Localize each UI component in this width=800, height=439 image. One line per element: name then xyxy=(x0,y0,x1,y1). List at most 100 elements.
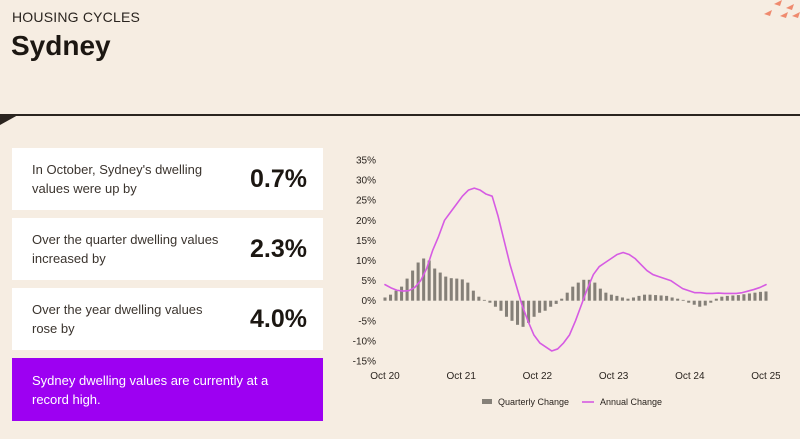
y-tick-label: 15% xyxy=(356,236,376,247)
quarterly-change-bar xyxy=(714,298,718,301)
legend-label-annual: Annual Change xyxy=(600,397,662,407)
quarterly-change-bar xyxy=(725,295,729,301)
quarterly-change-bar xyxy=(560,298,564,301)
housing-cycle-chart: 35% 30% 25% 20% 15% 10% 5% 0% -5% -10% -15% Oct 20 O… xyxy=(353,156,780,408)
quarterly-change-bar xyxy=(493,300,497,307)
stat-value-annual: 4.0% xyxy=(250,304,307,333)
quarterly-change-bar xyxy=(488,300,492,303)
quarterly-change-bar xyxy=(482,299,486,301)
quarterly-change-bar xyxy=(626,298,630,301)
quarterly-change-bar xyxy=(676,298,680,301)
stat-value-quarterly: 2.3% xyxy=(250,234,307,263)
quarterly-change-bar xyxy=(576,282,580,301)
quarterly-change-bar xyxy=(643,294,647,301)
quarterly-change-bar xyxy=(394,290,398,301)
quarterly-change-bar xyxy=(405,278,409,301)
quarterly-change-bar xyxy=(460,279,464,301)
y-tick-label: -10% xyxy=(353,336,376,347)
quarterly-change-bar xyxy=(659,295,663,301)
quarterly-change-bar xyxy=(510,300,514,321)
quarterly-change-bar xyxy=(477,296,481,301)
legend-label-quarterly: Quarterly Change xyxy=(498,397,569,407)
stat-card-annual: Over the year dwelling values rose by 4.… xyxy=(12,288,323,350)
quarterly-change-bar xyxy=(758,291,762,301)
quarterly-change-bar xyxy=(527,300,531,323)
quarterly-change-bar xyxy=(703,300,707,306)
quarterly-change-bar xyxy=(521,300,525,327)
quarterly-change-bar xyxy=(637,295,641,301)
quarterly-change-bar xyxy=(582,279,586,301)
quarterly-change-bar xyxy=(709,300,713,303)
y-tick-label: 10% xyxy=(356,256,376,267)
x-tick-label: Oct 24 xyxy=(675,371,705,382)
quarterly-change-bar xyxy=(615,295,619,301)
quarterly-change-bar xyxy=(742,294,746,301)
decorative-arrows-icon xyxy=(764,0,800,18)
quarterly-change-bar xyxy=(422,258,426,301)
quarterly-change-bar xyxy=(631,297,635,301)
quarterly-change-bar xyxy=(438,272,442,301)
y-tick-label: 0% xyxy=(362,296,377,307)
quarterly-change-bar xyxy=(499,300,503,311)
quarterly-change-bar xyxy=(687,300,691,303)
stat-text-quarterly: Over the quarter dwelling values increas… xyxy=(32,232,219,266)
quarterly-change-bar xyxy=(543,300,547,311)
quarterly-change-bar xyxy=(620,297,624,301)
quarterly-change-bar xyxy=(532,300,536,317)
quarterly-change-bar xyxy=(648,294,652,301)
quarterly-change-bar xyxy=(411,270,415,301)
quarterly-change-bar xyxy=(444,276,448,301)
quarterly-change-bar xyxy=(571,286,575,301)
quarterly-change-bar xyxy=(604,292,608,301)
divider xyxy=(0,114,800,116)
y-tick-label: 35% xyxy=(356,156,376,167)
quarterly-change-bar xyxy=(681,299,685,301)
stat-text-annual: Over the year dwelling values rose by xyxy=(32,302,203,336)
stat-card-quarterly: Over the quarter dwelling values increas… xyxy=(12,218,323,280)
section-kicker: HOUSING CYCLES xyxy=(12,9,141,25)
quarterly-change-bar xyxy=(427,260,431,301)
y-tick-label: -5% xyxy=(358,316,376,327)
quarterly-change-bar xyxy=(731,295,735,301)
page-title: Sydney xyxy=(11,30,111,61)
annual-change-line xyxy=(384,187,767,352)
legend-swatch-quarterly xyxy=(482,399,492,404)
quarterly-change-bar xyxy=(504,300,508,317)
x-tick-label: Oct 20 xyxy=(370,371,400,382)
quarterly-change-bar xyxy=(698,300,702,307)
stat-card-monthly: In October, Sydney's dwelling values wer… xyxy=(12,148,323,210)
quarterly-change-bar xyxy=(433,268,437,301)
quarterly-change-bar xyxy=(609,294,613,301)
quarterly-change-bar xyxy=(455,278,459,301)
quarterly-change-bar xyxy=(587,279,591,301)
quarterly-change-bar xyxy=(720,296,724,301)
quarterly-change-bar xyxy=(670,297,674,301)
quarterly-change-bar xyxy=(736,295,740,301)
quarterly-change-bar xyxy=(416,262,420,301)
quarterly-change-bar xyxy=(593,282,597,301)
quarterly-change-bar xyxy=(554,300,558,304)
x-tick-label: Oct 23 xyxy=(599,371,629,382)
quarterly-change-bar xyxy=(665,295,669,301)
quarterly-change-bar xyxy=(471,290,475,301)
y-tick-label: 30% xyxy=(356,176,376,187)
x-tick-label: Oct 21 xyxy=(446,371,476,382)
quarterly-change-bar xyxy=(565,292,569,301)
divider-tab xyxy=(0,115,18,125)
x-tick-label: Oct 22 xyxy=(523,371,553,382)
quarterly-change-bar xyxy=(598,288,602,301)
quarterly-change-bar xyxy=(400,286,404,301)
quarterly-change-bar xyxy=(692,300,696,305)
y-tick-label: 5% xyxy=(362,276,377,287)
quarterly-change-bar xyxy=(538,300,542,313)
quarterly-change-bar xyxy=(654,295,658,301)
stat-value-monthly: 0.7% xyxy=(250,164,307,193)
stat-text-monthly: In October, Sydney's dwelling values wer… xyxy=(32,162,203,196)
quarterly-change-bar xyxy=(466,282,470,301)
y-tick-label: -15% xyxy=(353,357,376,368)
x-tick-label: Oct 25 xyxy=(751,371,780,382)
quarterly-change-bar xyxy=(389,294,393,301)
y-tick-label: 25% xyxy=(356,196,376,207)
quarterly-change-bar xyxy=(753,292,757,301)
quarterly-change-bar xyxy=(449,278,453,301)
